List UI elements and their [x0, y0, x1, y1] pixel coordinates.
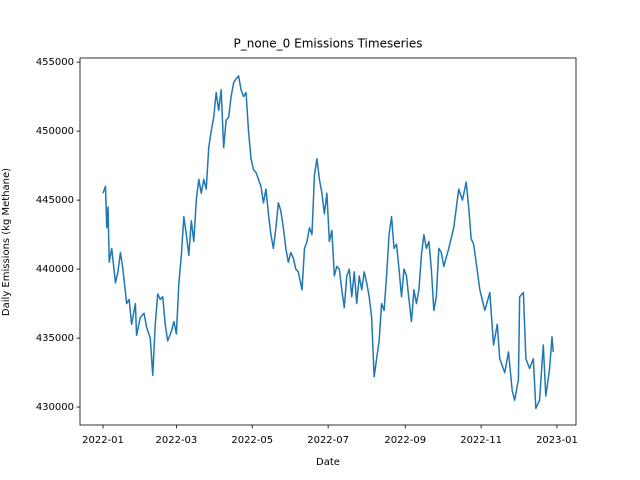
x-tick-label: 2022-07: [307, 435, 349, 446]
line-series: [102, 75, 554, 410]
y-tick-label: 430000: [36, 402, 74, 413]
y-tick-label: 445000: [36, 195, 74, 206]
chart-title: P_none_0 Emissions Timeseries: [234, 37, 423, 51]
y-axis-label: Daily Emissions (kg Methane): [1, 168, 12, 316]
x-tick-label: 2022-03: [155, 435, 197, 446]
x-tick-label: 2022-09: [384, 435, 426, 446]
x-tick-label: 2022-11: [460, 435, 502, 446]
x-tick-label: 2023-01: [536, 435, 578, 446]
x-axis-label: Date: [316, 457, 340, 468]
x-tick-label: 2022-05: [231, 435, 273, 446]
y-tick-label: 440000: [36, 264, 74, 275]
y-tick-label: 455000: [36, 57, 74, 68]
plot-frame: [79, 57, 577, 426]
y-tick-label: 450000: [36, 126, 74, 137]
x-tick-label: 2022-01: [82, 435, 124, 446]
y-tick-label: 435000: [36, 333, 74, 344]
